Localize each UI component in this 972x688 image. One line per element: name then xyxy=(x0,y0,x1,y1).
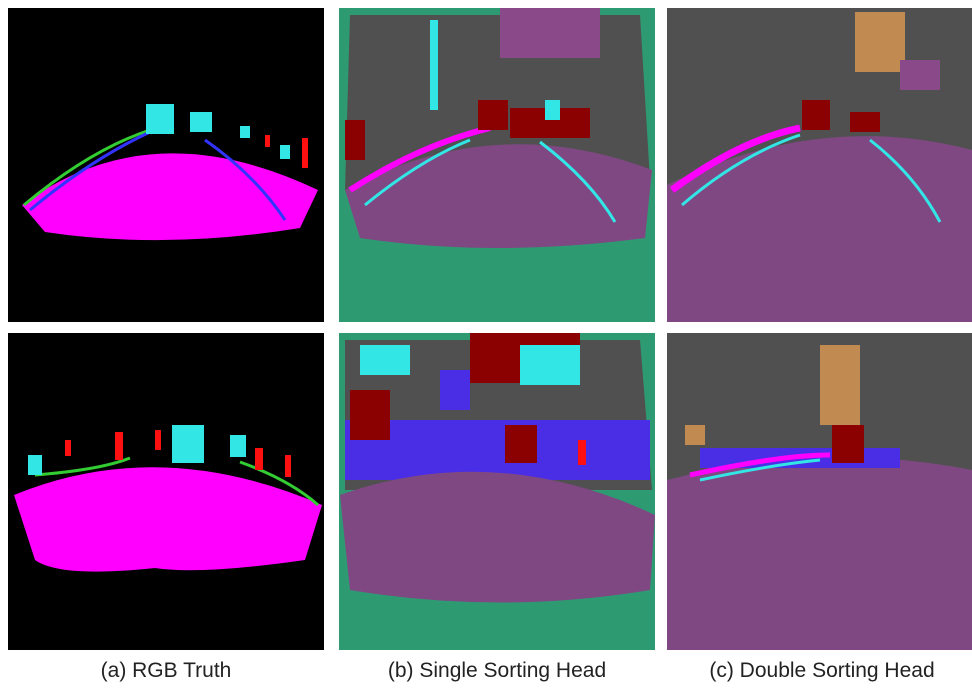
panel-c-bottom xyxy=(667,333,972,650)
panel-c-top xyxy=(667,8,972,322)
panel-a-bottom xyxy=(8,333,324,650)
caption: (a) RGB Truth xyxy=(101,659,232,682)
panel-a-top xyxy=(8,8,324,322)
panel-b-bottom xyxy=(339,333,655,650)
panel-b-top xyxy=(339,8,655,322)
figure: (a) RGB Truth (b) Single Sorting Head (c… xyxy=(0,0,972,688)
caption: (c) Double Sorting Head xyxy=(709,659,934,682)
caption: (b) Single Sorting Head xyxy=(388,659,606,682)
